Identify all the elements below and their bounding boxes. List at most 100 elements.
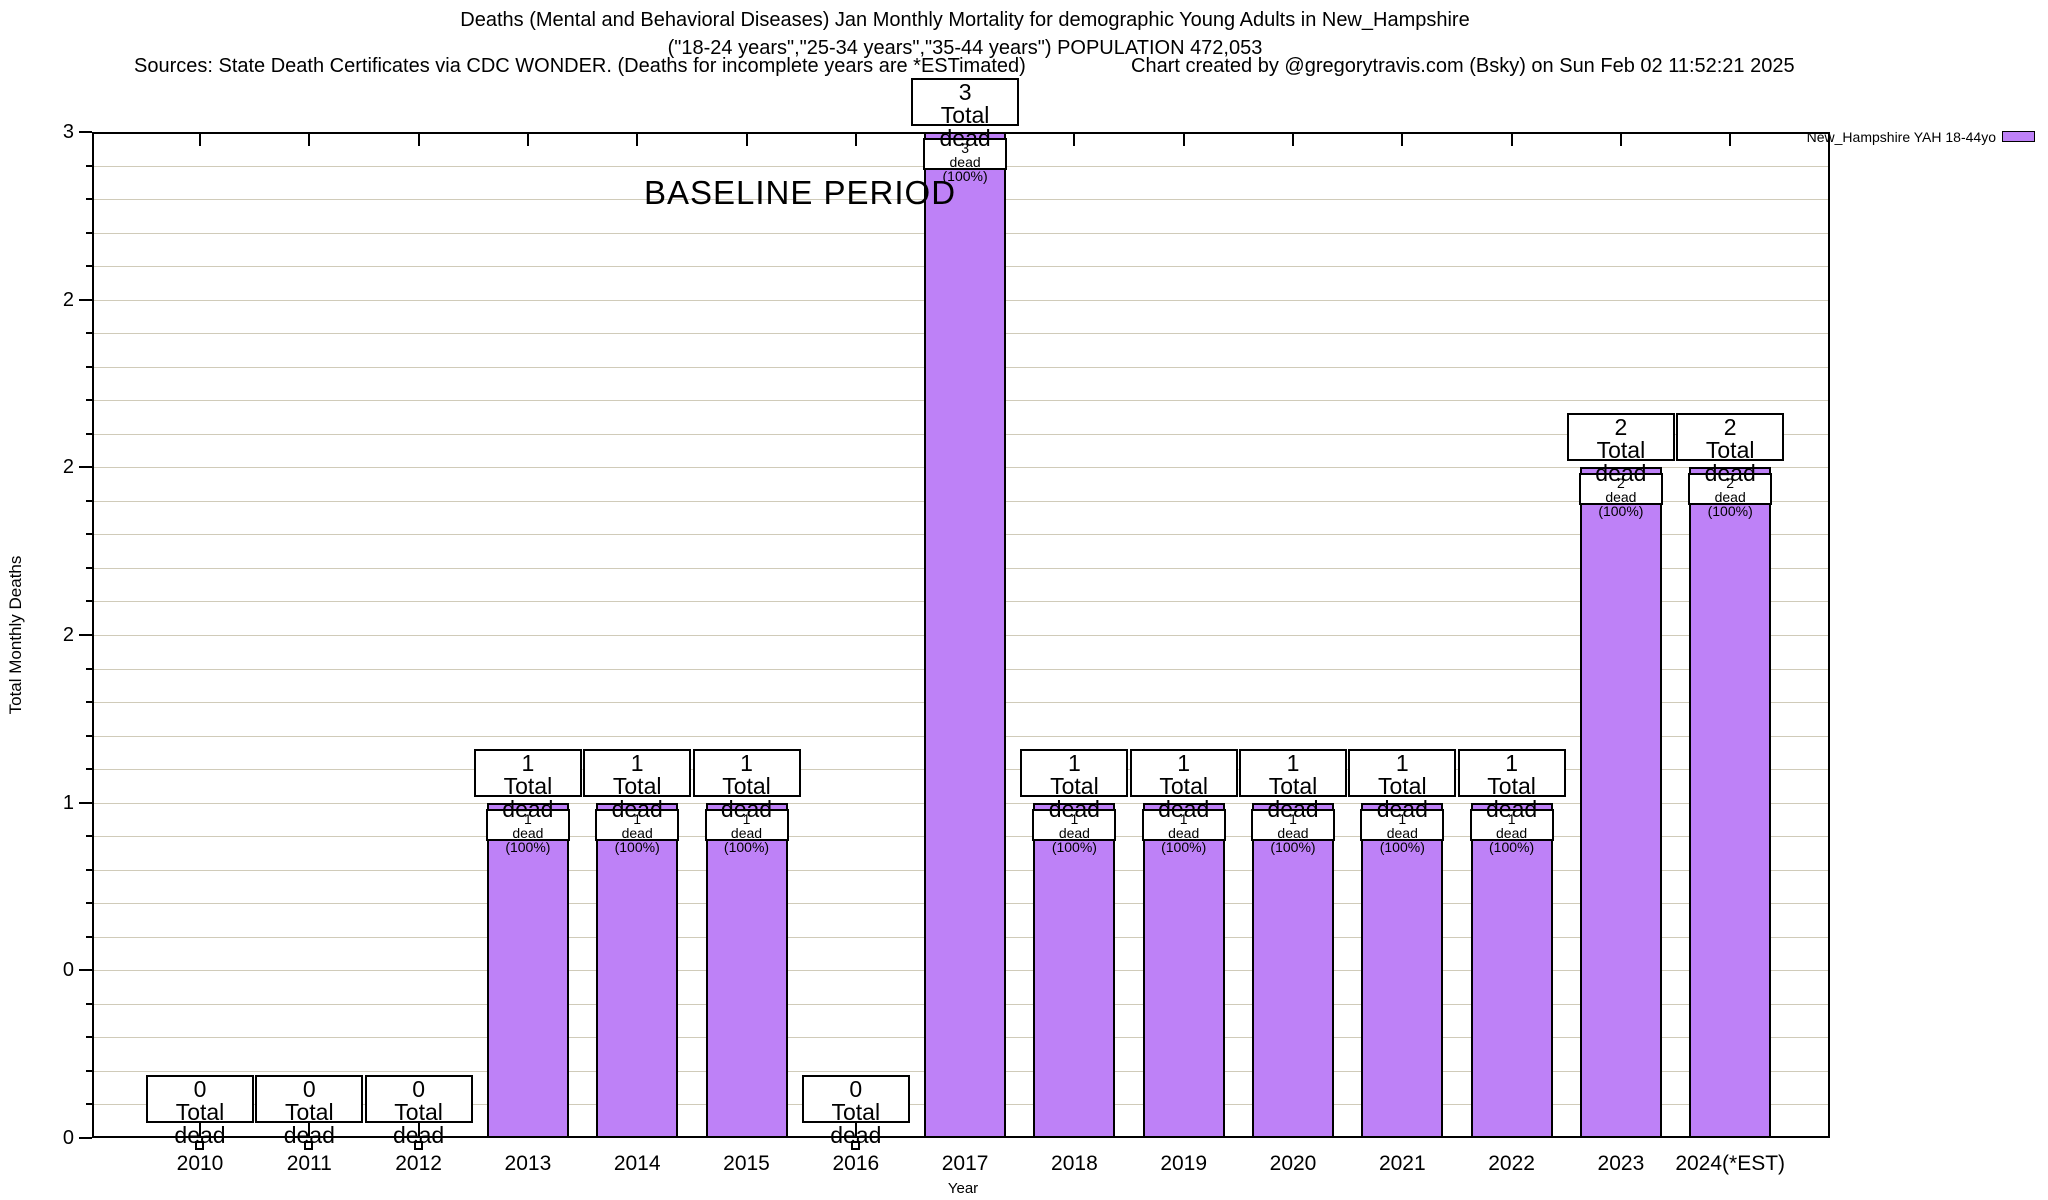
x-tick-label: 2012 bbox=[395, 1152, 442, 1175]
x-tick-label: 2019 bbox=[1160, 1152, 1208, 1175]
y-axis-tick bbox=[86, 667, 92, 670]
x-tick-label: 2023 bbox=[1597, 1152, 1645, 1175]
zero-marker bbox=[195, 1141, 204, 1150]
y-axis-tick bbox=[79, 466, 92, 469]
bar-2018 bbox=[1033, 802, 1116, 1138]
y-axis-tick bbox=[86, 868, 92, 871]
y-axis-tick bbox=[86, 499, 92, 502]
x-tick-label: 2014 bbox=[613, 1152, 661, 1175]
y-axis-tick bbox=[86, 164, 92, 167]
total-dead-label: 1 Total dead bbox=[473, 748, 582, 820]
y-axis-tick bbox=[86, 265, 92, 268]
y-axis-tick bbox=[86, 935, 92, 938]
x-axis-tick-top bbox=[526, 134, 529, 146]
x-axis-tick-top bbox=[854, 134, 857, 146]
x-axis-tick-top bbox=[1073, 134, 1076, 146]
x-tick-label: 2024(*EST) bbox=[1675, 1152, 1786, 1175]
zero-marker bbox=[413, 1141, 423, 1150]
baseline-period-label: BASELINE PERIOD bbox=[643, 174, 957, 211]
y-axis-tick bbox=[86, 835, 92, 838]
total-dead-label: 0 Total dead bbox=[364, 1075, 473, 1147]
x-tick-label: 2018 bbox=[1051, 1152, 1098, 1175]
y-axis-tick bbox=[86, 1036, 92, 1039]
x-axis-tick-top bbox=[1401, 134, 1404, 146]
chart-subtitle: ("18-24 years","25-34 years","35-44 year… bbox=[667, 37, 1263, 59]
bar-2021 bbox=[1361, 802, 1444, 1138]
x-axis-tick-top bbox=[1729, 134, 1732, 146]
y-tick-label: 1 bbox=[62, 791, 74, 814]
y-axis-tick bbox=[86, 768, 92, 771]
y-axis-tick bbox=[86, 701, 92, 704]
total-dead-label: 1 Total dead bbox=[1457, 748, 1566, 820]
bar-2017 bbox=[924, 132, 1007, 1138]
bar-2024(*EST) bbox=[1689, 467, 1772, 1138]
x-axis-tick-top bbox=[199, 134, 201, 146]
bar-2023 bbox=[1579, 467, 1662, 1138]
y-axis-tick bbox=[79, 1137, 92, 1139]
x-tick-label: 2011 bbox=[286, 1152, 332, 1175]
x-axis-tick-top bbox=[308, 134, 311, 146]
y-axis-tick bbox=[86, 734, 92, 737]
total-dead-label: 2 Total dead bbox=[1566, 413, 1675, 485]
y-tick-label: 0 bbox=[62, 1127, 74, 1149]
zero-marker bbox=[304, 1141, 314, 1150]
x-axis-tick-top bbox=[1619, 134, 1622, 146]
x-tick-label: 2021 bbox=[1378, 1152, 1426, 1175]
bar-2014 bbox=[596, 802, 679, 1138]
y-axis-tick bbox=[86, 1069, 92, 1072]
total-dead-label: 1 Total dead bbox=[1020, 748, 1129, 820]
x-tick-label: 2016 bbox=[832, 1152, 880, 1175]
y-tick-label: 2 bbox=[62, 456, 74, 479]
y-axis-tick bbox=[86, 1103, 92, 1106]
y-tick-label: 2 bbox=[62, 288, 74, 311]
legend-label: New_Hampshire YAH 18-44yo bbox=[1806, 129, 1996, 145]
x-axis-tick-bottom bbox=[854, 1123, 857, 1138]
bar-2022 bbox=[1470, 802, 1553, 1138]
y-axis-tick bbox=[86, 600, 92, 603]
y-axis-tick bbox=[86, 365, 92, 368]
total-dead-label: 1 Total dead bbox=[1129, 748, 1238, 820]
total-dead-label: 1 Total dead bbox=[1348, 748, 1457, 820]
y-tick-label: 3 bbox=[62, 121, 74, 143]
x-tick-label: 2013 bbox=[504, 1152, 552, 1175]
total-dead-label: 0 Total dead bbox=[146, 1075, 254, 1147]
total-dead-label: 0 Total dead bbox=[255, 1075, 364, 1147]
chart-title: Deaths (Mental and Behavioral Diseases) … bbox=[460, 9, 1470, 31]
zero-marker bbox=[850, 1141, 860, 1150]
total-dead-label: 0 Total dead bbox=[801, 1075, 910, 1147]
x-axis-label: Year bbox=[947, 1180, 979, 1197]
x-tick-label: 2020 bbox=[1269, 1152, 1317, 1175]
y-axis-tick bbox=[86, 399, 92, 402]
x-tick-label: 2022 bbox=[1488, 1152, 1535, 1175]
y-axis-tick bbox=[86, 332, 92, 335]
bar-2013 bbox=[486, 802, 569, 1138]
y-axis-tick bbox=[79, 131, 92, 133]
total-dead-label: 2 Total dead bbox=[1676, 413, 1785, 485]
y-axis-tick bbox=[79, 969, 92, 972]
x-axis-tick-bottom bbox=[199, 1123, 201, 1138]
y-axis-tick bbox=[86, 902, 92, 905]
y-axis-tick bbox=[79, 801, 92, 804]
bar-2020 bbox=[1252, 802, 1334, 1138]
y-axis-label: Total Monthly Deaths bbox=[6, 555, 25, 715]
y-axis-tick bbox=[86, 231, 92, 234]
total-dead-label: 3 Total dead bbox=[911, 78, 1020, 150]
x-tick-label: 2015 bbox=[723, 1152, 770, 1175]
x-axis-tick-top bbox=[417, 134, 420, 146]
y-tick-label: 0 bbox=[62, 959, 74, 982]
total-dead-label: 1 Total dead bbox=[1239, 748, 1347, 820]
x-tick-label: 2017 bbox=[941, 1152, 989, 1175]
y-axis-tick bbox=[86, 566, 92, 569]
y-axis-tick bbox=[79, 298, 92, 301]
y-tick-label: 2 bbox=[62, 624, 74, 646]
sources-note: Sources: State Death Certificates via CD… bbox=[134, 55, 1026, 77]
x-axis-tick-top bbox=[1292, 134, 1294, 146]
y-axis-tick bbox=[79, 634, 92, 636]
